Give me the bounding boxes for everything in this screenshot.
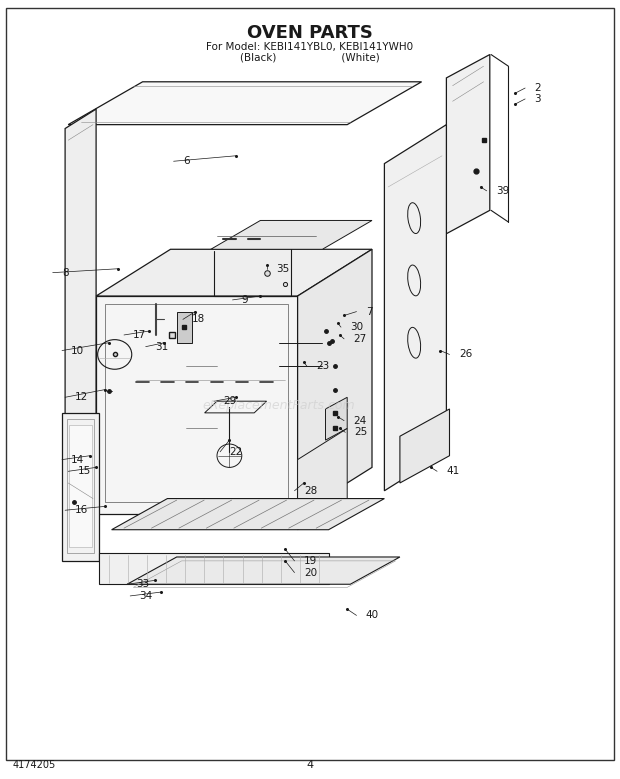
Text: 15: 15 (78, 467, 91, 476)
Text: 6: 6 (183, 157, 190, 166)
Text: 18: 18 (192, 315, 205, 324)
Polygon shape (384, 125, 446, 491)
Text: 10: 10 (71, 346, 84, 355)
Text: 41: 41 (446, 467, 459, 476)
Text: eReplacementParts.com: eReplacementParts.com (203, 399, 355, 411)
Text: 16: 16 (74, 506, 87, 515)
Text: 26: 26 (459, 350, 472, 359)
Polygon shape (62, 413, 99, 561)
Polygon shape (65, 109, 96, 518)
Text: 4174205: 4174205 (12, 760, 56, 770)
Polygon shape (99, 553, 329, 584)
Text: 9: 9 (242, 295, 249, 305)
Text: 27: 27 (353, 334, 366, 344)
Text: 25: 25 (355, 428, 368, 437)
Text: 35: 35 (276, 264, 289, 273)
Polygon shape (69, 425, 92, 547)
Polygon shape (127, 557, 400, 584)
Text: 20: 20 (304, 568, 317, 577)
Text: 8: 8 (62, 268, 69, 277)
Polygon shape (446, 55, 490, 234)
Text: 24: 24 (353, 416, 366, 425)
Polygon shape (96, 296, 298, 514)
Text: 29: 29 (223, 397, 236, 406)
Text: 19: 19 (304, 556, 317, 566)
Text: 34: 34 (140, 591, 153, 601)
Text: 39: 39 (496, 186, 509, 196)
Polygon shape (298, 428, 347, 530)
Text: 17: 17 (133, 330, 146, 340)
Polygon shape (112, 499, 384, 530)
Text: 28: 28 (304, 486, 317, 495)
Text: OVEN PARTS: OVEN PARTS (247, 24, 373, 43)
Text: 12: 12 (74, 393, 87, 402)
Text: For Model: KEBI141YBL0, KEBI141YWH0: For Model: KEBI141YBL0, KEBI141YWH0 (206, 42, 414, 51)
Text: 2: 2 (534, 83, 541, 93)
Polygon shape (68, 82, 422, 125)
Text: 22: 22 (229, 447, 242, 456)
Polygon shape (298, 249, 372, 514)
Polygon shape (211, 220, 372, 249)
Polygon shape (96, 249, 372, 296)
Polygon shape (326, 397, 347, 440)
Text: 14: 14 (71, 455, 84, 464)
Text: 4: 4 (306, 760, 314, 770)
Text: 23: 23 (316, 361, 329, 371)
Text: 7: 7 (366, 307, 373, 316)
Text: 33: 33 (136, 580, 149, 589)
Polygon shape (400, 409, 450, 483)
Text: (Black)                    (White): (Black) (White) (240, 53, 380, 62)
Text: 3: 3 (534, 94, 541, 104)
Text: 31: 31 (155, 342, 168, 351)
Polygon shape (177, 312, 192, 343)
Text: 30: 30 (350, 323, 363, 332)
Text: 40: 40 (366, 611, 379, 620)
